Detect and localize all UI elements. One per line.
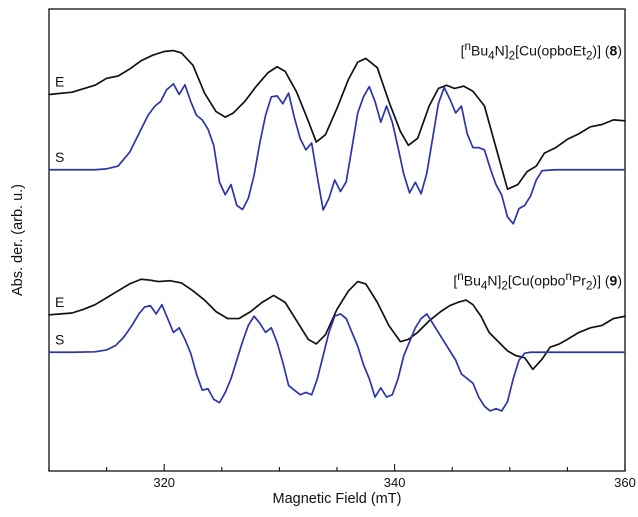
- trace-labels: E S E S: [55, 73, 64, 347]
- experimental-spectrum-9: [48, 278, 626, 371]
- x-tick-label: 320: [153, 475, 175, 490]
- plot-frame: [48, 8, 626, 472]
- spectrum-traces: [48, 49, 626, 412]
- x-tick-label: 360: [614, 475, 636, 490]
- label-experimental-8: E: [55, 73, 64, 89]
- compound-label-8-box: [nBu4N]2[Cu(opboEt2)] (8): [460, 40, 622, 63]
- compound-label-9-box: [nBu4N]2[Cu(opbonPr2)] (9): [453, 270, 622, 293]
- x-axis-tick-labels: 320 340 360: [153, 475, 636, 490]
- label-experimental-9: E: [55, 294, 64, 310]
- y-axis-label: Abs. der. (arb. u.): [10, 184, 26, 296]
- x-axis-label: Magnetic Field (mT): [273, 491, 402, 507]
- simulated-spectrum-9: [48, 303, 626, 412]
- simulated-spectrum-8: [48, 82, 626, 225]
- compound-label-9: [nBu4N]2[Cu(opbonPr2)] (9): [453, 270, 622, 293]
- x-axis-ticks: [48, 464, 626, 471]
- experimental-spectrum-8: [48, 49, 626, 191]
- label-simulated-8: S: [55, 149, 64, 165]
- compound-label-8: [nBu4N]2[Cu(opboEt2)] (8): [460, 40, 622, 63]
- label-simulated-9: S: [55, 331, 64, 347]
- x-tick-label: 340: [384, 475, 406, 490]
